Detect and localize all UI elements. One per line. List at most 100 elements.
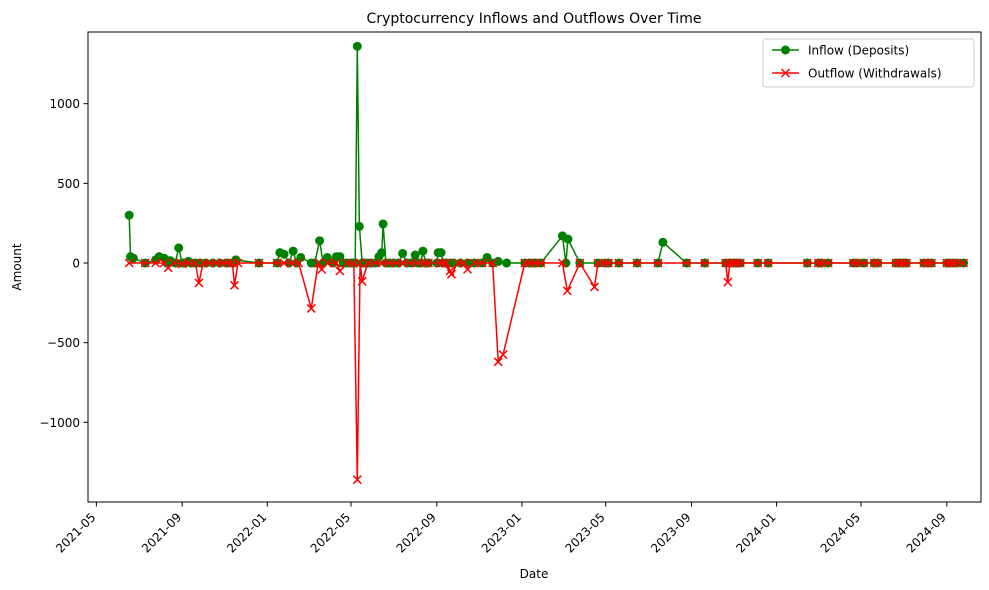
series-1-point-16 — [229, 280, 240, 290]
series-0-point-58 — [398, 248, 408, 258]
chart-title: Cryptocurrency Inflows and Outflows Over… — [367, 11, 702, 27]
series-1-point-17 — [233, 258, 243, 268]
series-1-point-95 — [923, 258, 933, 268]
legend-box — [762, 38, 975, 88]
y-tick-label-2: 0 — [72, 257, 80, 271]
series-1-point-5 — [169, 258, 179, 268]
series-1-point-80 — [763, 258, 773, 268]
series-1-point-0 — [124, 258, 134, 268]
series-1-point-84 — [823, 258, 833, 268]
series-1-point-46 — [442, 258, 452, 268]
series-1-point-39 — [398, 258, 408, 268]
series-1-point-33 — [357, 276, 367, 286]
plot-frame — [87, 31, 982, 503]
series-0-point-0 — [124, 210, 134, 220]
series-1-point-21 — [287, 258, 297, 268]
series-1-point-94 — [919, 258, 929, 268]
series-1-line — [129, 262, 964, 481]
y-tick-label-4: 1000 — [49, 97, 80, 111]
legend-inflow-label: Inflow (Deposits) — [808, 44, 909, 58]
series-1-point-9 — [194, 278, 204, 288]
series-1 — [124, 258, 969, 485]
series-1-point-22 — [294, 258, 304, 268]
y-tick-label-1: −500 — [47, 336, 80, 350]
series-1-point-87 — [859, 258, 869, 268]
series-1-point-35 — [370, 258, 380, 268]
series-0-point-53 — [378, 219, 388, 229]
series-1-point-100 — [952, 258, 962, 268]
series-1-point-88 — [869, 258, 879, 268]
series-0-point-35 — [322, 252, 332, 262]
y-tick-label-0: −1000 — [39, 416, 80, 430]
series-0-point-52 — [377, 248, 387, 258]
series-1-point-89 — [873, 258, 883, 268]
series-0-point-96 — [658, 237, 668, 247]
series-1-point-28 — [335, 266, 345, 276]
series-1-point-29 — [342, 258, 352, 268]
series-1-point-43 — [423, 258, 433, 268]
plot-area — [87, 31, 982, 503]
series-1-point-50 — [459, 258, 469, 268]
series-0-point-26 — [279, 249, 289, 259]
series-1-point-55 — [493, 357, 503, 367]
series-1-point-75 — [725, 258, 735, 268]
series-0-point-28 — [288, 246, 298, 256]
series-1-point-36 — [377, 258, 387, 268]
series-1-point-34 — [363, 258, 373, 268]
series-1-point-54 — [488, 258, 498, 268]
series-1-point-38 — [391, 258, 401, 268]
series-1-point-23 — [306, 303, 316, 313]
series-1-point-78 — [735, 258, 745, 268]
series-1-point-101 — [959, 258, 969, 268]
series-1-point-64 — [589, 282, 600, 292]
series-0-point-69 — [436, 248, 446, 258]
series-1-point-73 — [721, 258, 731, 268]
series-1-point-31 — [352, 475, 362, 485]
series-1-point-86 — [852, 258, 862, 268]
legend-outflow-label: Outflow (Withdrawals) — [808, 67, 942, 81]
series-1-point-79 — [753, 258, 763, 268]
series-0-point-10 — [174, 243, 184, 253]
series-1-point-8 — [190, 258, 200, 268]
series-1-point-81 — [802, 258, 812, 268]
series-1-point-70 — [653, 258, 663, 268]
series-0-point-81 — [502, 258, 512, 268]
series-1-point-90 — [891, 258, 901, 268]
series-1-point-67 — [603, 258, 613, 268]
series-1-point-71 — [682, 258, 692, 268]
series-0-point-44 — [352, 41, 362, 51]
series-1-point-65 — [593, 258, 603, 268]
series-1-point-26 — [322, 258, 332, 268]
series-1-point-2 — [151, 258, 161, 268]
series-1-point-11 — [204, 258, 214, 268]
series-1-point-27 — [331, 258, 341, 268]
legend-inflow-marker — [781, 45, 790, 55]
series-1-point-18 — [254, 258, 264, 268]
series-1-point-83 — [816, 258, 826, 268]
series-1-point-69 — [632, 258, 642, 268]
series-1-point-82 — [813, 258, 823, 268]
series-0-point-88 — [563, 234, 573, 244]
series-layer — [124, 41, 969, 485]
series-1-point-61 — [557, 258, 567, 268]
series-1-point-32 — [355, 258, 365, 268]
series-1-point-52 — [469, 258, 480, 268]
series-1-point-42 — [420, 258, 430, 268]
series-0-point-45 — [354, 221, 364, 231]
series-1-point-37 — [384, 258, 394, 268]
series-1-point-74 — [723, 277, 733, 287]
series-1-point-60 — [536, 258, 546, 268]
series-1-point-56 — [498, 350, 508, 360]
series-1-point-20 — [279, 258, 289, 268]
series-1-point-1 — [140, 258, 150, 268]
series-1-point-93 — [901, 258, 911, 268]
series-0-point-61 — [410, 250, 420, 260]
series-1-point-77 — [732, 258, 742, 268]
series-1-point-72 — [700, 258, 710, 268]
series-1-point-24 — [313, 258, 323, 268]
series-1-point-44 — [435, 258, 445, 268]
y-axis: −1000 −500 0 500 1000 — [39, 97, 88, 430]
series-1-point-68 — [614, 258, 624, 268]
legend-outflow-marker — [780, 68, 791, 78]
